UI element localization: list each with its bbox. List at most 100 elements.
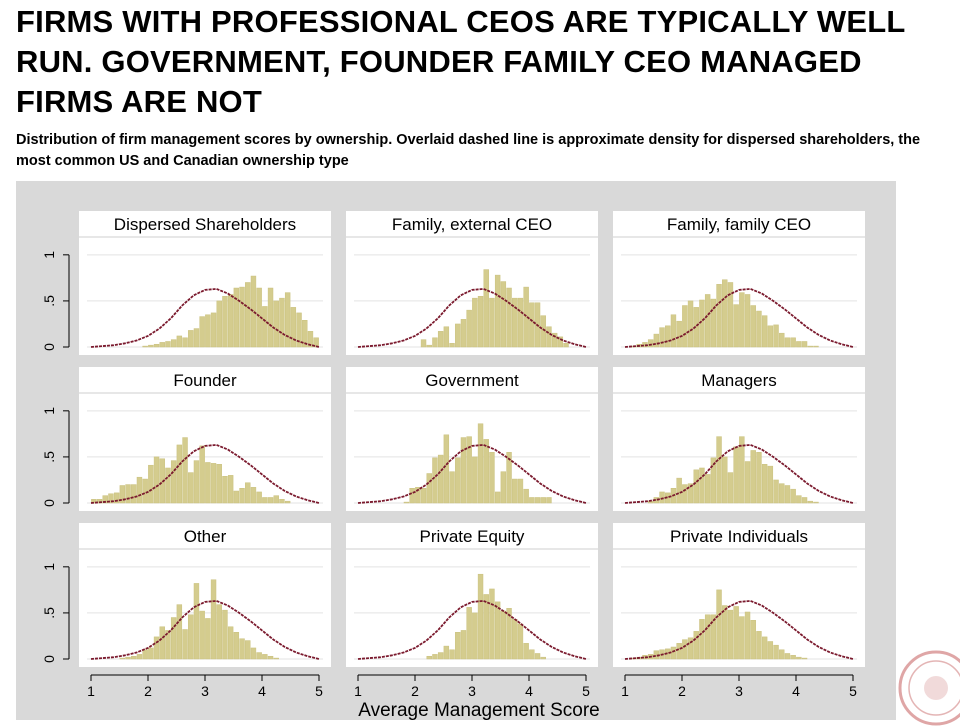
histogram-bar	[546, 326, 552, 348]
histogram-bar	[676, 643, 682, 660]
histogram-bar	[176, 444, 183, 504]
y-tick-label: .5	[41, 451, 57, 463]
histogram-bar	[710, 614, 717, 660]
x-tick-label: 3	[201, 683, 209, 699]
histogram-bar	[239, 638, 245, 660]
histogram-bar	[245, 282, 251, 348]
histogram-bar	[455, 632, 461, 660]
panel: Private Individuals	[613, 523, 865, 667]
panel-title: Private Equity	[420, 527, 525, 546]
histogram-bar	[199, 445, 205, 504]
density-line	[90, 600, 320, 660]
histogram-bar	[659, 327, 665, 348]
panel-title: Managers	[701, 371, 777, 390]
x-axes-group: 1 2 3 4 5 1 2 3 4 5 1 2 3 4 5	[87, 674, 857, 699]
histogram-bar	[245, 482, 251, 504]
histogram-bar	[779, 332, 785, 348]
histogram-bar	[262, 497, 268, 504]
histogram-bar	[540, 497, 546, 504]
histogram-bar	[512, 478, 518, 504]
histogram-bar	[807, 345, 813, 348]
histogram-bar	[205, 618, 211, 660]
histogram-bar	[704, 614, 711, 660]
histogram-bar	[466, 436, 472, 504]
histogram-bar	[176, 335, 183, 348]
histogram-bar	[494, 601, 501, 660]
histogram-bar	[125, 484, 131, 504]
y-tick-label: 1	[41, 563, 57, 571]
histogram-bar	[699, 619, 705, 660]
density-line	[357, 600, 587, 660]
histogram-bar	[437, 331, 444, 348]
university-seal-watermark	[898, 650, 960, 726]
histogram-bar	[801, 497, 808, 504]
histogram-bar	[500, 281, 507, 348]
histogram-bar	[136, 476, 143, 504]
panel: Government	[346, 367, 598, 511]
histogram-bar	[687, 483, 694, 504]
panel: Dispersed Shareholders	[79, 211, 331, 355]
panel-title: Other	[184, 527, 227, 546]
histogram-bar	[807, 500, 813, 504]
x-tick-label: 4	[258, 683, 266, 699]
histogram-bar	[790, 337, 796, 348]
histogram-bar	[113, 492, 120, 504]
histogram-bar	[506, 608, 512, 660]
histogram-bar	[227, 626, 234, 660]
histogram-bar	[761, 636, 768, 660]
panel-background	[613, 367, 865, 511]
histogram-bar	[119, 485, 126, 504]
histogram-bar	[233, 490, 240, 504]
y-tick-label: 0	[41, 655, 57, 663]
histogram-bar	[472, 612, 478, 660]
panel: Managers	[613, 367, 865, 511]
histogram-bar	[784, 485, 791, 504]
histogram-bar	[216, 604, 222, 660]
histogram-bar	[216, 464, 222, 504]
y-tick-label: 1	[41, 251, 57, 259]
histogram-bar	[182, 629, 188, 660]
histogram-bar	[437, 652, 444, 660]
histogram-bar	[273, 300, 279, 348]
histogram-bar	[670, 314, 677, 348]
histogram-bar	[477, 573, 484, 660]
histogram-bar	[466, 607, 472, 660]
y-tick-label: .5	[41, 607, 57, 619]
histogram-bar	[523, 643, 529, 660]
histogram-bar	[801, 341, 808, 348]
histogram-bar	[420, 488, 427, 504]
histogram-bar	[563, 343, 569, 348]
x-tick-label: 5	[582, 683, 590, 699]
histogram-bar	[182, 337, 188, 348]
histogram-bar	[489, 452, 495, 504]
panels-group: Dispersed Shareholders Family, external C…	[79, 211, 865, 667]
histogram-bar	[494, 491, 501, 504]
slide-headline: FIRMS WITH PROFESSIONAL CEOS ARE TYPICAL…	[16, 4, 905, 119]
histogram-bar	[170, 339, 177, 348]
histogram-bar	[773, 479, 779, 504]
histogram-bar	[199, 316, 205, 348]
histogram-bar	[210, 463, 217, 504]
histogram-bar	[284, 292, 291, 348]
density-line	[357, 287, 587, 348]
histogram-bar	[557, 336, 564, 348]
histogram-bar	[676, 477, 682, 504]
histogram-bar	[529, 649, 535, 660]
histogram-bar	[245, 640, 251, 660]
histogram-bar	[647, 339, 654, 348]
y-tick-label: 0	[41, 343, 57, 351]
histogram-bar	[131, 655, 137, 660]
histogram-bar	[210, 312, 217, 348]
histogram-bar	[108, 493, 114, 504]
histogram-bar	[779, 483, 785, 504]
histogram-bar	[273, 657, 279, 660]
histogram-bar	[449, 649, 455, 660]
histogram-bar	[500, 610, 507, 660]
histogram-bar	[665, 325, 671, 348]
histogram-bar	[790, 488, 796, 504]
histogram-bar	[205, 314, 211, 348]
histogram-bar	[687, 300, 694, 348]
histogram-bar	[750, 450, 756, 504]
histogram-bar	[727, 609, 734, 660]
